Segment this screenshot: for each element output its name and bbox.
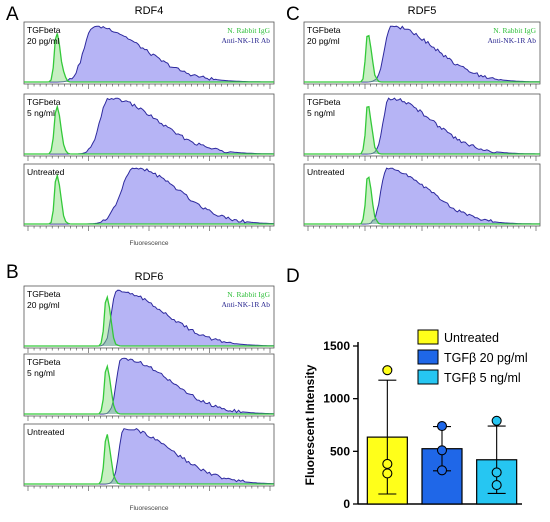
data-point xyxy=(436,421,448,432)
legend-rabbit-igg: N. Rabbit IgG xyxy=(227,26,270,35)
panel-letter: A xyxy=(6,4,19,25)
y-tick-label: 1000 xyxy=(323,392,350,406)
legend-label: Untreated xyxy=(444,331,499,345)
y-tick-label: 500 xyxy=(330,444,350,458)
rabbit-igg-curve xyxy=(24,434,274,485)
y-tick-label: 0 xyxy=(343,497,350,511)
row-label-sub: 20 pg/ml xyxy=(307,36,340,46)
anti-nk1r-fill xyxy=(24,168,274,224)
legend-swatch xyxy=(417,369,439,385)
y-axis-label: Fluorescent Intensity xyxy=(303,364,317,485)
panel-letter: B xyxy=(6,262,19,283)
row-label: Untreated xyxy=(27,167,65,177)
row-label: TGFbeta xyxy=(307,25,341,35)
rabbit-igg-curve xyxy=(304,34,540,83)
row-label-sub: 5 ng/ml xyxy=(307,108,335,118)
rabbit-igg-curve xyxy=(304,176,540,225)
legend-anti-nk1r: Anti-NK-1R Ab xyxy=(487,36,536,45)
row-label: Untreated xyxy=(307,167,345,177)
legend-anti-nk1r: Anti-NK-1R Ab xyxy=(221,36,270,45)
anti-nk1r-fill xyxy=(304,168,540,224)
rabbit-igg-curve xyxy=(24,173,274,225)
legend-label: TGFβ 5 ng/ml xyxy=(444,371,521,385)
anti-nk1r-fill xyxy=(24,98,274,154)
anti-nk1r-fill xyxy=(24,428,274,484)
anti-nk1r-fill xyxy=(304,26,540,82)
row-label-sub: 5 ng/ml xyxy=(27,368,55,378)
anti-nk1r-curve xyxy=(24,25,274,83)
anti-nk1r-fill xyxy=(304,98,540,154)
rabbit-igg-curve xyxy=(304,105,540,155)
data-point xyxy=(436,465,448,476)
legend-label: TGFβ 20 pg/ml xyxy=(444,351,528,365)
legend-rabbit-igg: N. Rabbit IgG xyxy=(227,290,270,299)
rabbit-igg-curve xyxy=(24,33,274,83)
row-label: TGFbeta xyxy=(307,97,341,107)
panel-title: RDF5 xyxy=(408,5,437,17)
x-axis-label: Fluorescence xyxy=(129,505,168,512)
legend-rabbit-igg: N. Rabbit IgG xyxy=(493,26,536,35)
x-axis-label: Fluorescence xyxy=(129,240,168,247)
panel-title: RDF6 xyxy=(135,271,164,283)
row-label-sub: 5 ng/ml xyxy=(27,108,55,118)
row-label: TGFbeta xyxy=(27,97,61,107)
anti-nk1r-fill xyxy=(24,290,274,346)
data-point xyxy=(382,468,393,479)
row-label-sub: 20 pg/ml xyxy=(27,36,60,46)
row-label: TGFbeta xyxy=(27,357,61,367)
anti-nk1r-curve xyxy=(24,167,275,225)
data-point xyxy=(382,365,393,376)
data-point xyxy=(382,458,393,470)
data-point xyxy=(491,415,502,426)
legend-swatch xyxy=(417,349,439,365)
data-point xyxy=(491,467,502,478)
data-point xyxy=(491,479,502,491)
panel-letter: D xyxy=(286,266,300,287)
row-label: Untreated xyxy=(27,427,65,437)
panel-letter: C xyxy=(286,4,300,25)
rabbit-igg-curve xyxy=(24,104,274,155)
anti-nk1r-curve xyxy=(24,97,275,155)
data-point xyxy=(436,445,448,456)
row-label-sub: 20 pg/ml xyxy=(27,300,60,310)
row-label: TGFbeta xyxy=(27,25,61,35)
legend-swatch xyxy=(417,329,439,345)
rabbit-igg-curve xyxy=(24,363,274,415)
y-tick-label: 1500 xyxy=(323,339,350,353)
panel-title: RDF4 xyxy=(135,5,164,17)
legend-anti-nk1r: Anti-NK-1R Ab xyxy=(221,300,270,309)
rabbit-igg-curve xyxy=(24,294,274,347)
anti-nk1r-fill xyxy=(24,358,274,414)
row-label: TGFbeta xyxy=(27,289,61,299)
panel-d: D 0 500 1000 1500 Fluorescent Intensity Untrea… xyxy=(286,266,528,511)
